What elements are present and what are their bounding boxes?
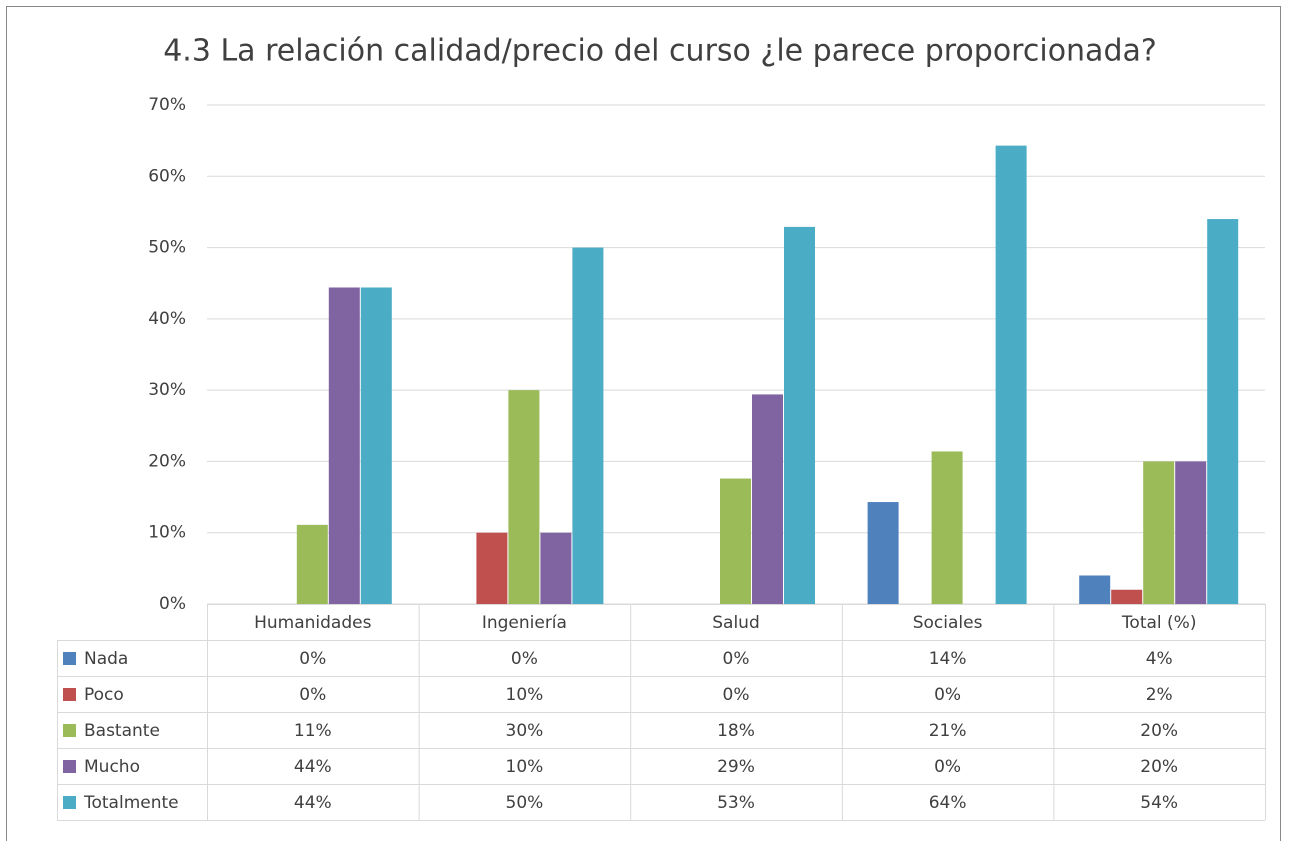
table-value: 0% bbox=[511, 649, 538, 669]
legend-swatch bbox=[63, 688, 76, 701]
bar bbox=[1175, 461, 1207, 604]
bar bbox=[476, 532, 508, 604]
bar bbox=[540, 532, 572, 604]
x-tick-label: Ingeniería bbox=[482, 613, 567, 633]
bar bbox=[1111, 589, 1143, 604]
bar bbox=[296, 524, 328, 604]
table-value: 54% bbox=[1140, 793, 1178, 813]
bar bbox=[1207, 219, 1239, 605]
legend-swatch bbox=[63, 760, 76, 773]
table-value: 20% bbox=[1140, 757, 1178, 777]
bar bbox=[360, 287, 392, 604]
table-value: 18% bbox=[717, 721, 755, 741]
chart-title: 4.3 La relación calidad/precio del curso… bbox=[163, 34, 1157, 69]
table-value: 44% bbox=[294, 757, 332, 777]
table-value: 2% bbox=[1146, 685, 1173, 705]
x-tick-label: Total (%) bbox=[1121, 613, 1197, 633]
legend-label: Mucho bbox=[84, 757, 140, 777]
legend-label: Poco bbox=[84, 685, 124, 705]
y-tick-label: 20% bbox=[148, 451, 186, 471]
bar bbox=[931, 451, 963, 604]
table-value: 4% bbox=[1146, 649, 1173, 669]
table-value: 0% bbox=[723, 685, 750, 705]
y-tick-label: 70% bbox=[148, 95, 186, 115]
table-value: 20% bbox=[1140, 721, 1178, 741]
x-tick-label: Humanidades bbox=[254, 613, 371, 633]
y-tick-label: 60% bbox=[148, 166, 186, 186]
legend-swatch bbox=[63, 796, 76, 809]
table-value: 11% bbox=[294, 721, 332, 741]
table-value: 50% bbox=[506, 793, 544, 813]
legend-swatch bbox=[63, 652, 76, 665]
bar bbox=[995, 145, 1027, 604]
y-tick-label: 40% bbox=[148, 309, 186, 329]
legend-label: Bastante bbox=[84, 721, 160, 741]
table-value: 29% bbox=[717, 757, 755, 777]
legend-label: Nada bbox=[84, 649, 128, 669]
legend-label: Totalmente bbox=[83, 793, 179, 813]
table-value: 21% bbox=[929, 721, 967, 741]
table-value: 10% bbox=[506, 685, 544, 705]
bar bbox=[752, 394, 783, 604]
y-tick-label: 0% bbox=[159, 594, 186, 614]
y-tick-label: 30% bbox=[148, 380, 186, 400]
bar bbox=[1079, 575, 1111, 604]
bar bbox=[867, 502, 899, 604]
y-tick-label: 10% bbox=[148, 523, 186, 543]
x-tick-label: Sociales bbox=[913, 613, 983, 633]
table-value: 0% bbox=[723, 649, 750, 669]
legend-swatch bbox=[63, 724, 76, 737]
bar bbox=[720, 478, 751, 604]
table-value: 0% bbox=[934, 757, 961, 777]
bar bbox=[508, 390, 540, 604]
bar bbox=[784, 226, 815, 605]
table-value: 30% bbox=[506, 721, 544, 741]
table-value: 64% bbox=[929, 793, 967, 813]
table-value: 0% bbox=[934, 685, 961, 705]
y-tick-label: 50% bbox=[148, 238, 186, 258]
table-value: 10% bbox=[506, 757, 544, 777]
bar bbox=[1143, 461, 1175, 604]
bar bbox=[572, 247, 604, 605]
chart-frame bbox=[6, 6, 1281, 841]
bar bbox=[328, 287, 360, 604]
table-value: 53% bbox=[717, 793, 755, 813]
table-value: 14% bbox=[929, 649, 967, 669]
table-value: 0% bbox=[299, 649, 326, 669]
x-tick-label: Salud bbox=[712, 613, 760, 633]
table-value: 44% bbox=[294, 793, 332, 813]
table-value: 0% bbox=[299, 685, 326, 705]
